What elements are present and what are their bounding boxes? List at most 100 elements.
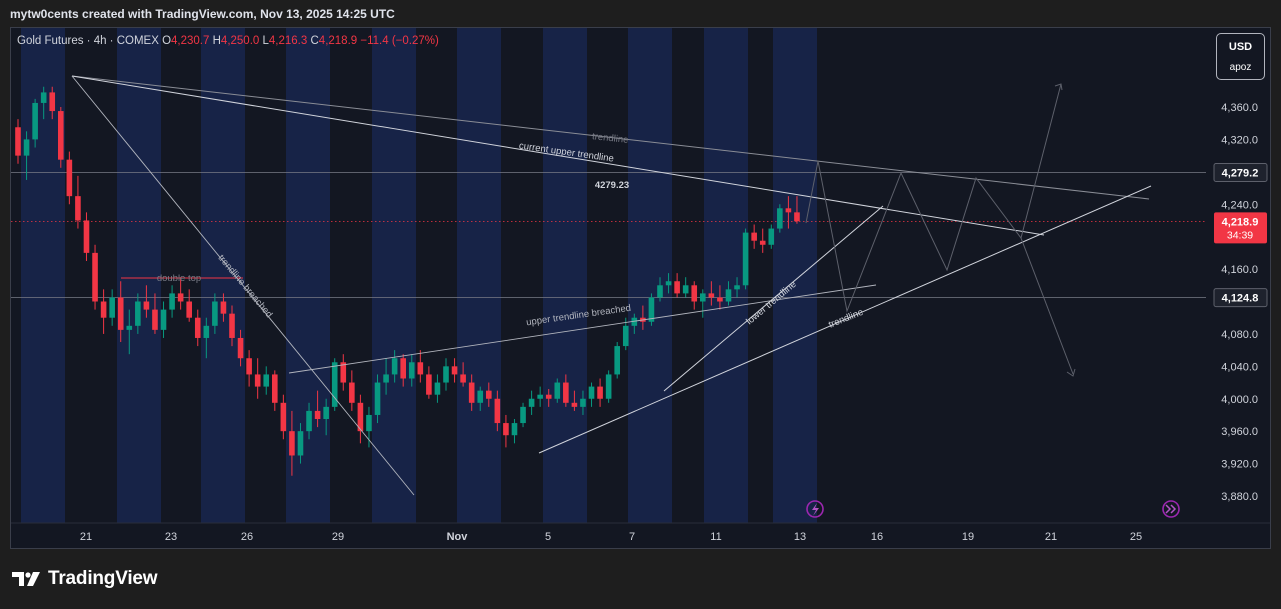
currency-label: USD: [1228, 41, 1253, 53]
candle-body: [426, 374, 432, 395]
x-tick-label: 5: [545, 531, 551, 543]
candle-body: [152, 309, 158, 330]
open-value: 4,230.7: [171, 35, 210, 47]
upper-trendline-breached-line[interactable]: [288, 284, 877, 374]
current-upper-trendline[interactable]: [71, 75, 1045, 236]
chart-credit: mytw0cents created with TradingView.com,…: [10, 7, 395, 21]
last-price-box: [1214, 212, 1267, 244]
candle-body: [246, 358, 252, 375]
candle-body: [49, 92, 56, 112]
y-tick-label: 3,920.0: [1221, 459, 1258, 471]
candle-body: [691, 285, 698, 302]
lightning-event-icon[interactable]: [806, 500, 824, 518]
projected-down-path[interactable]: [1020, 237, 1074, 375]
candle-body: [631, 317, 638, 326]
candle-body: [794, 212, 800, 222]
high-value: 4,250.0: [220, 35, 260, 47]
candle-body: [177, 293, 184, 302]
candle-body: [203, 325, 210, 338]
brand-name: TradingView: [48, 568, 158, 589]
projected-up-path[interactable]: [805, 83, 1062, 313]
chart-panel[interactable]: current upper trendline 4279.23 trendline t…: [10, 27, 1271, 549]
close-label: C: [310, 35, 319, 47]
session-band: [773, 28, 817, 523]
candle-body: [366, 414, 372, 432]
candle-body: [751, 232, 757, 241]
session-band: [21, 28, 65, 523]
candle-body: [759, 240, 766, 245]
close-value: 4,218.9: [318, 35, 358, 47]
price-label-4124[interactable]: 4,124.8: [1222, 293, 1259, 305]
low-value: 4,216.3: [268, 35, 308, 47]
x-tick-label: 26: [241, 531, 253, 543]
candle-body: [605, 374, 612, 399]
candle-body: [331, 362, 338, 407]
candle-body: [135, 301, 141, 326]
y-tick-label: 3,880.0: [1221, 491, 1258, 503]
symbol-title[interactable]: Gold Futures · 4h · COMEX: [17, 35, 159, 47]
candle-body: [357, 402, 364, 432]
x-tick-label: 7: [629, 531, 635, 543]
price-label-4124-box: [1213, 288, 1268, 308]
candle-body: [383, 374, 389, 383]
candle-body: [648, 297, 655, 322]
forward-event-icon[interactable]: [1162, 500, 1180, 518]
candle-body: [554, 382, 561, 399]
tradingview-brand[interactable]: TradingView: [12, 568, 158, 590]
candle-body: [117, 297, 124, 330]
candle-body: [460, 374, 466, 383]
x-tick-label: 11: [710, 531, 721, 543]
candle-body: [614, 346, 620, 375]
price-label-4279[interactable]: 4,279.2: [1222, 167, 1259, 179]
x-tick-label: 29: [332, 531, 344, 543]
candle-body: [220, 301, 227, 314]
y-tick-label: 4,080.0: [1221, 329, 1258, 341]
user-label: apoz: [1229, 62, 1252, 73]
candle-body: [674, 281, 680, 294]
y-tick-label: 4,320.0: [1221, 134, 1258, 146]
x-tick-label: 16: [871, 531, 883, 543]
candle-body: [263, 374, 270, 387]
candle-body: [314, 410, 321, 420]
lower-trendline-support[interactable]: [538, 185, 1152, 454]
candle-body: [708, 293, 715, 298]
candle-body: [400, 358, 406, 379]
candle-body: [597, 386, 603, 399]
price-chart[interactable]: current upper trendline4279.23trendlinet…: [11, 28, 1271, 549]
currency-selector[interactable]: USD apoz: [1216, 33, 1265, 80]
candle-body: [212, 301, 218, 326]
x-tick-label: 13: [794, 531, 806, 543]
label-double-top[interactable]: double top: [157, 273, 201, 284]
lower-trendline[interactable]: [663, 205, 884, 392]
session-band: [628, 28, 672, 523]
descending-trendline[interactable]: [71, 75, 415, 496]
candle-body: [717, 297, 723, 302]
candle-body: [571, 402, 578, 407]
candle-body: [486, 390, 492, 399]
candle-body: [520, 406, 526, 424]
x-tick-label: 23: [165, 531, 177, 543]
x-tick-label: 21: [80, 531, 92, 543]
candle-body: [391, 358, 398, 375]
candle-body: [349, 382, 355, 403]
candle-body: [477, 390, 484, 403]
x-tick-label: 21: [1045, 531, 1057, 543]
candle-body: [92, 252, 98, 302]
candle-body: [109, 297, 115, 318]
candle-body: [503, 423, 509, 436]
label-trendline-top[interactable]: trendline: [592, 131, 629, 146]
candle-body: [272, 374, 278, 403]
candle-body: [32, 102, 38, 140]
candle-body: [23, 139, 30, 156]
candle-body: [194, 317, 201, 338]
candle-body: [66, 159, 73, 197]
candle-body: [143, 301, 150, 310]
candle-body: [434, 382, 441, 395]
candle-body: [126, 325, 133, 330]
countdown-label: 34:39: [1227, 229, 1253, 241]
upper-trendline[interactable]: [71, 75, 1150, 200]
candle-body: [494, 398, 501, 424]
last-price-label[interactable]: 4,218.9: [1222, 216, 1259, 228]
label-price-4279[interactable]: 4279.23: [595, 180, 629, 191]
label-trendline-bottom[interactable]: trendline: [827, 307, 865, 331]
